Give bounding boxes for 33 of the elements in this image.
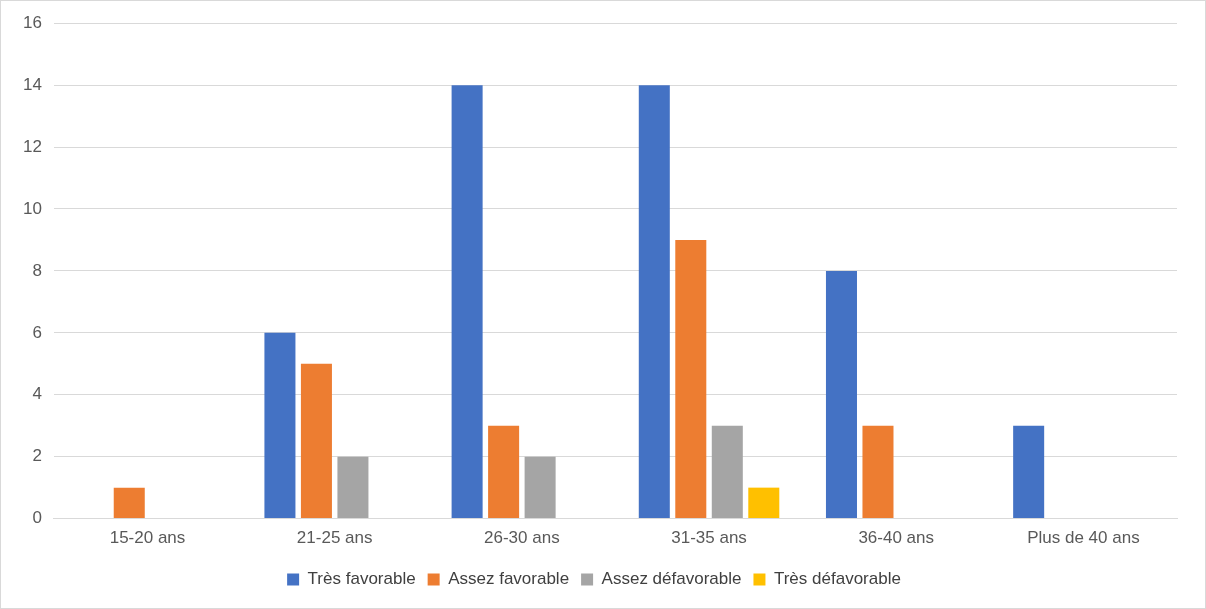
y-tick-label: 12: [22, 136, 42, 156]
legend-label: Assez favorable: [448, 569, 570, 589]
x-tick-label: 26-30 ans: [484, 528, 560, 548]
x-tick-label: 31-35 ans: [671, 528, 747, 548]
legend-label: Très favorable: [307, 569, 416, 589]
bar: [451, 85, 483, 519]
bar: [264, 332, 296, 519]
bar: [113, 487, 145, 519]
bar: [300, 363, 332, 519]
bar: [748, 487, 780, 519]
bar: [524, 456, 556, 519]
legend-label: Assez défavorable: [601, 569, 742, 589]
legend-label: Très défavorable: [773, 569, 901, 589]
y-tick-label: 6: [32, 322, 42, 342]
bar: [825, 270, 857, 519]
bar: [1013, 425, 1045, 519]
y-tick-label: 4: [32, 384, 42, 404]
x-tick-label: 36-40 ans: [858, 528, 935, 548]
bar: [675, 239, 707, 519]
x-tick-label: 15-20 ans: [109, 528, 186, 548]
bar: [337, 456, 369, 519]
bar: [711, 425, 743, 519]
bar: [862, 425, 894, 519]
y-tick-label: 2: [32, 446, 42, 466]
x-tick-label: 21-25 ans: [296, 528, 373, 548]
x-tick-label: Plus de 40 ans: [1027, 528, 1140, 548]
y-tick-label: 16: [22, 12, 42, 32]
y-tick-label: 0: [32, 508, 42, 528]
bar: [638, 85, 670, 519]
y-tick-label: 8: [32, 260, 42, 280]
y-tick-label: 10: [22, 198, 42, 218]
y-tick-label: 14: [22, 74, 42, 94]
bar: [488, 425, 520, 519]
